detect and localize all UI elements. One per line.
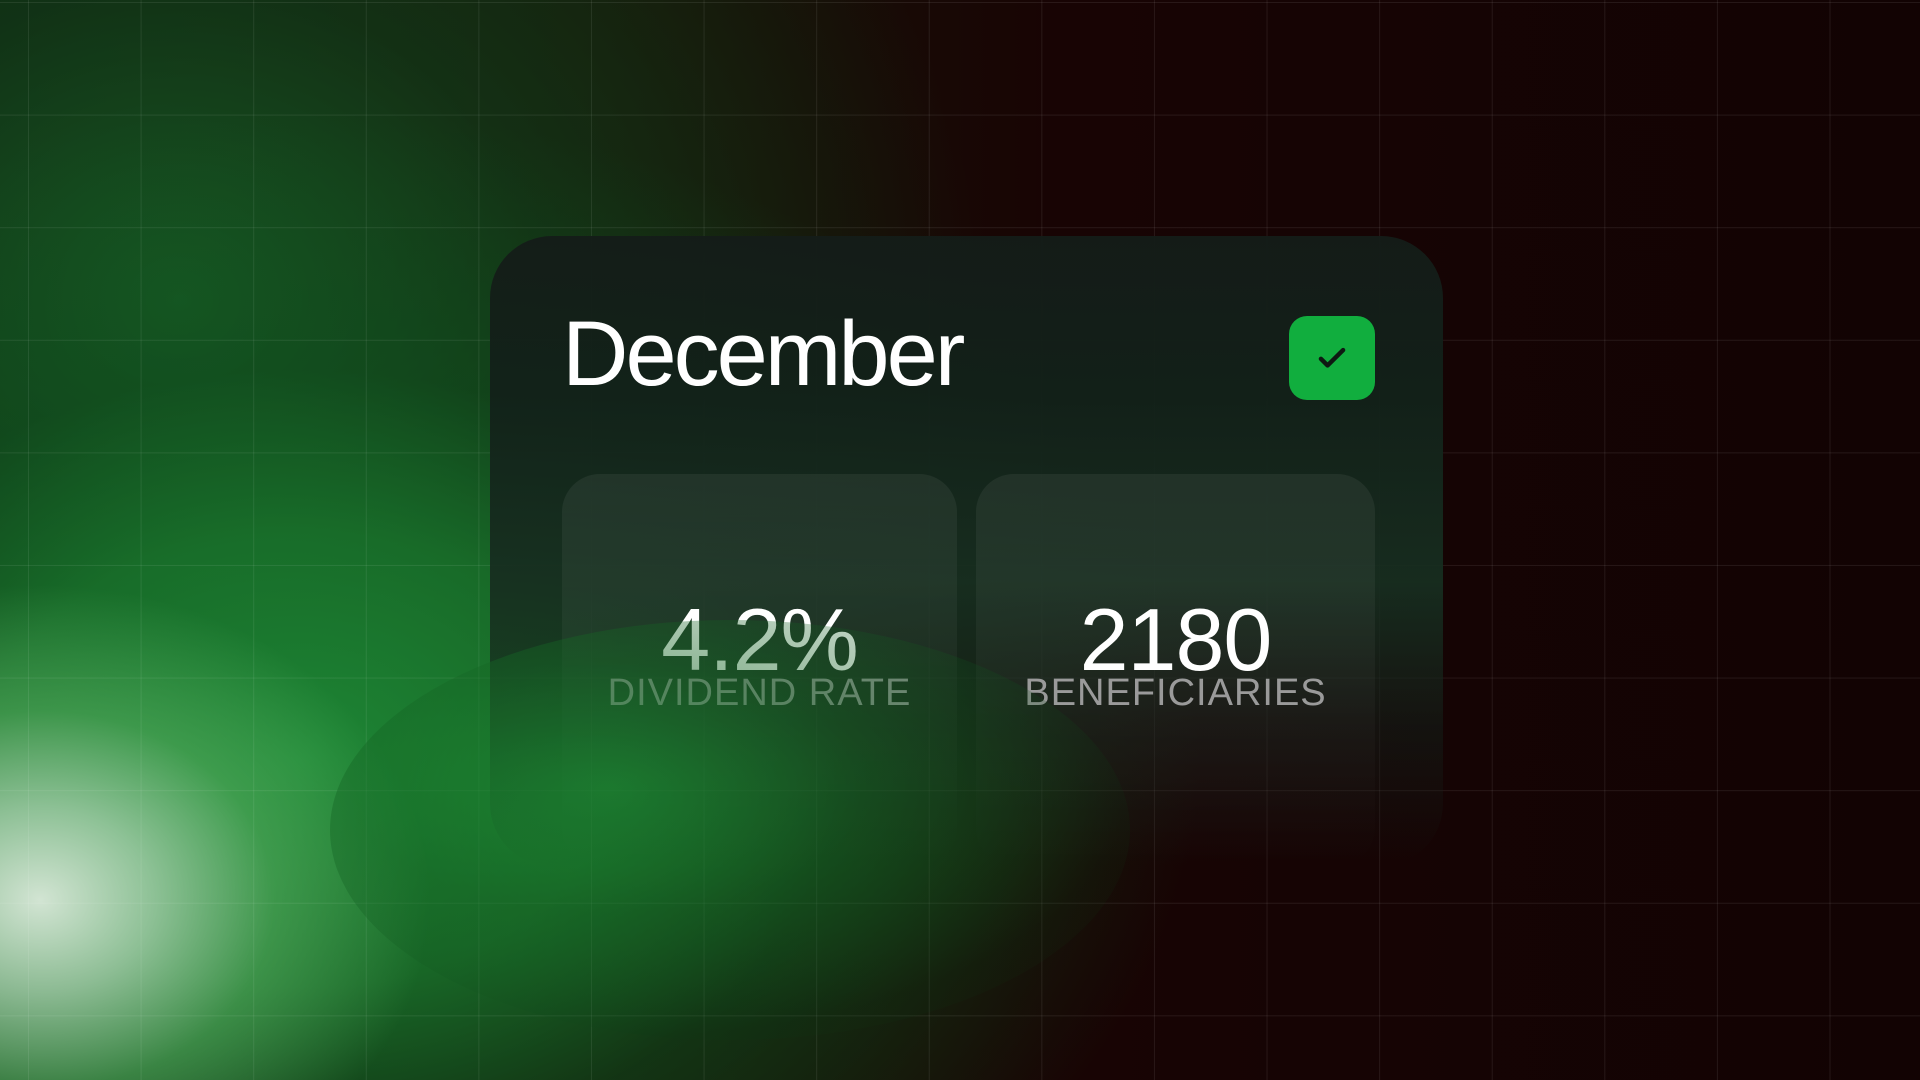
- summary-card: December 4.2% DIVIDEND RATE 2180 BENEFIC…: [490, 236, 1443, 866]
- card-title: December: [562, 303, 965, 405]
- completed-status-button[interactable]: [1289, 316, 1375, 400]
- check-icon: [1318, 347, 1346, 368]
- beneficiaries-tile: 2180 BENEFICIARIES: [976, 474, 1375, 866]
- dividend-rate-label: DIVIDEND RATE: [607, 672, 912, 714]
- beneficiaries-label: BENEFICIARIES: [1024, 672, 1327, 714]
- beneficiaries-value: 2180: [1079, 590, 1273, 689]
- dividend-rate-tile: 4.2% DIVIDEND RATE: [562, 474, 957, 866]
- dividend-rate-value: 4.2%: [661, 590, 859, 689]
